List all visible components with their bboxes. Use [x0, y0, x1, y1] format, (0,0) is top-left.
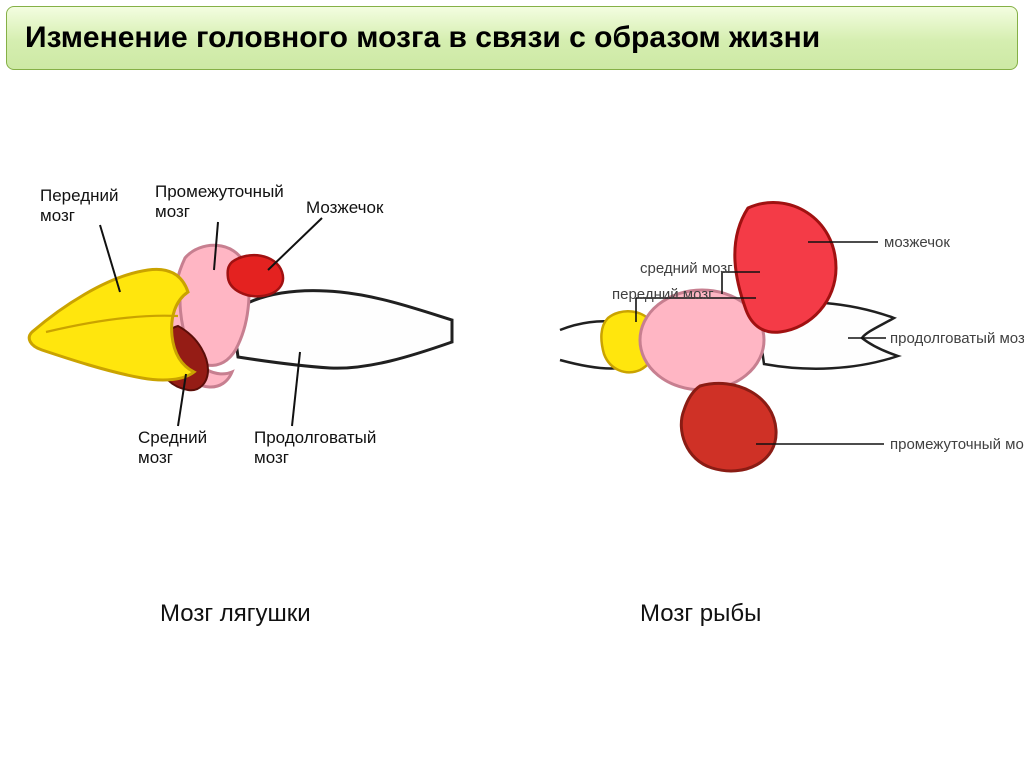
fish-midbrain-label-2: средний мозг — [640, 260, 733, 277]
fish-brain-svg — [0, 70, 1024, 767]
fish-forebrain-label-2: передний мозг — [612, 286, 714, 303]
fish-diencephalon-label: промежуточный мозг — [890, 436, 1024, 453]
fish-medulla-label: продолговатый мозг — [890, 330, 1024, 347]
title-text: Изменение головного мозга в связи с обра… — [25, 21, 820, 54]
diagram-stage: Передниймозг Промежуточныймозг Мозжечок … — [0, 70, 1024, 767]
fish-cerebellum-label: мозжечок — [884, 234, 950, 251]
fish-caption: Мозг рыбы — [640, 600, 761, 628]
fish-diencephalon-shape — [681, 383, 776, 471]
title-bar: Изменение головного мозга в связи с обра… — [6, 6, 1018, 70]
frog-caption: Мозг лягушки — [160, 600, 311, 628]
